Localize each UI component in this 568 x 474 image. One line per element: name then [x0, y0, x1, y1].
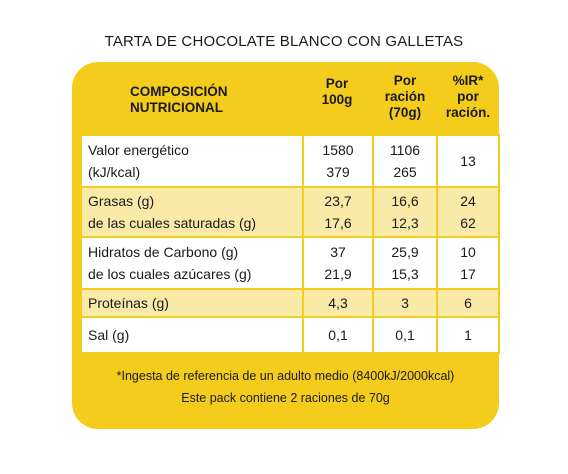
- label-line: de los cuales azúcares (g): [88, 266, 252, 282]
- value: 21,9: [324, 266, 352, 282]
- cell-per-serving: 16,6 12,3: [372, 186, 438, 238]
- cell-per-serving: 0,1: [372, 316, 438, 354]
- table-row-energy: Valor energético (kJ/kcal) 1580 379 1106…: [80, 134, 500, 188]
- value: 23,7: [324, 193, 352, 209]
- header-ir-line: por: [457, 89, 479, 104]
- label-line: Hidratos de Carbono (g): [88, 244, 239, 260]
- value: 0,1: [395, 327, 415, 343]
- cell-per-serving: 3: [372, 288, 438, 318]
- row-label: Hidratos de Carbono (g) de los cuales az…: [80, 236, 304, 290]
- cell-per100: 23,7 17,6: [302, 186, 374, 238]
- table-row-protein: Proteínas (g) 4,3 3 6: [80, 288, 500, 318]
- header-reference-intake: %IR* por ración.: [438, 73, 498, 121]
- table-row-salt: Sal (g) 0,1 0,1 1: [80, 316, 500, 354]
- value: 16,6: [391, 193, 419, 209]
- value: 1580: [322, 142, 354, 158]
- value: 17,6: [324, 215, 352, 231]
- footnote: *Ingesta de referencia de un adulto medi…: [72, 365, 499, 409]
- header-ir-line: %IR*: [452, 73, 484, 88]
- nutrition-table: Valor energético (kJ/kcal) 1580 379 1106…: [80, 134, 500, 354]
- value: 379: [326, 164, 350, 180]
- label-line: Grasas (g): [88, 193, 155, 209]
- header-composition: COMPOSICIÓN NUTRICIONAL: [130, 84, 228, 116]
- cell-per100: 1580 379: [302, 134, 374, 188]
- label-line: Valor energético: [88, 142, 189, 158]
- value: 1: [464, 327, 472, 343]
- footnote-reference-intake: *Ingesta de referencia de un adulto medi…: [116, 369, 455, 383]
- value: 17: [460, 266, 476, 282]
- footnote-servings: Este pack contiene 2 raciones de 70g: [181, 391, 390, 405]
- label-line: (kJ/kcal): [88, 164, 141, 180]
- cell-ir: 1: [436, 316, 500, 354]
- table-row-carbohydrates: Hidratos de Carbono (g) de los cuales az…: [80, 236, 500, 290]
- product-title: TARTA DE CHOCOLATE BLANCO CON GALLETAS: [104, 33, 464, 50]
- value: 25,9: [391, 244, 419, 260]
- cell-ir: 10 17: [436, 236, 500, 290]
- header-per-serving-line: ración: [384, 89, 426, 104]
- value: 13: [460, 153, 476, 169]
- value: 10: [460, 244, 476, 260]
- cell-per100: 37 21,9: [302, 236, 374, 290]
- header-per-serving-line: Por: [393, 73, 417, 88]
- nutrition-panel: COMPOSICIÓN NUTRICIONAL Por 100g Por rac…: [72, 62, 500, 429]
- label-line: Sal (g): [88, 327, 130, 343]
- cell-per-serving: 1106 265: [372, 134, 438, 188]
- header-per-100g-line: Por: [325, 76, 349, 91]
- cell-per100: 0,1: [302, 316, 374, 354]
- row-label: Proteínas (g): [80, 288, 304, 318]
- cell-ir: 13: [436, 134, 500, 188]
- value: 4,3: [328, 295, 348, 311]
- cell-per100: 4,3: [302, 288, 374, 318]
- value: 37: [330, 244, 346, 260]
- header-per-serving-line: (70g): [388, 105, 422, 120]
- cell-ir: 6: [436, 288, 500, 318]
- value: 15,3: [391, 266, 419, 282]
- header-composition-line: NUTRICIONAL: [130, 100, 223, 115]
- value: 265: [393, 164, 417, 180]
- value: 1106: [389, 142, 421, 158]
- table-row-fat: Grasas (g) de las cuales saturadas (g) 2…: [80, 186, 500, 238]
- value: 12,3: [391, 215, 419, 231]
- label-line: de las cuales saturadas (g): [88, 215, 257, 231]
- header-per-100g: Por 100g: [306, 76, 368, 108]
- value: 24: [460, 193, 476, 209]
- value: 6: [464, 295, 472, 311]
- header-ir-line: ración.: [445, 105, 491, 120]
- cell-ir: 24 62: [436, 186, 500, 238]
- header-per-serving: Por ración (70g): [373, 73, 437, 121]
- value: 3: [401, 295, 409, 311]
- label-line: Proteínas (g): [88, 295, 169, 311]
- row-label: Sal (g): [80, 316, 304, 354]
- row-label: Valor energético (kJ/kcal): [80, 134, 304, 188]
- row-label: Grasas (g) de las cuales saturadas (g): [80, 186, 304, 238]
- header-per-100g-line: 100g: [321, 92, 353, 107]
- cell-per-serving: 25,9 15,3: [372, 236, 438, 290]
- header-composition-line: COMPOSICIÓN: [130, 84, 228, 99]
- value: 62: [460, 215, 476, 231]
- value: 0,1: [328, 327, 348, 343]
